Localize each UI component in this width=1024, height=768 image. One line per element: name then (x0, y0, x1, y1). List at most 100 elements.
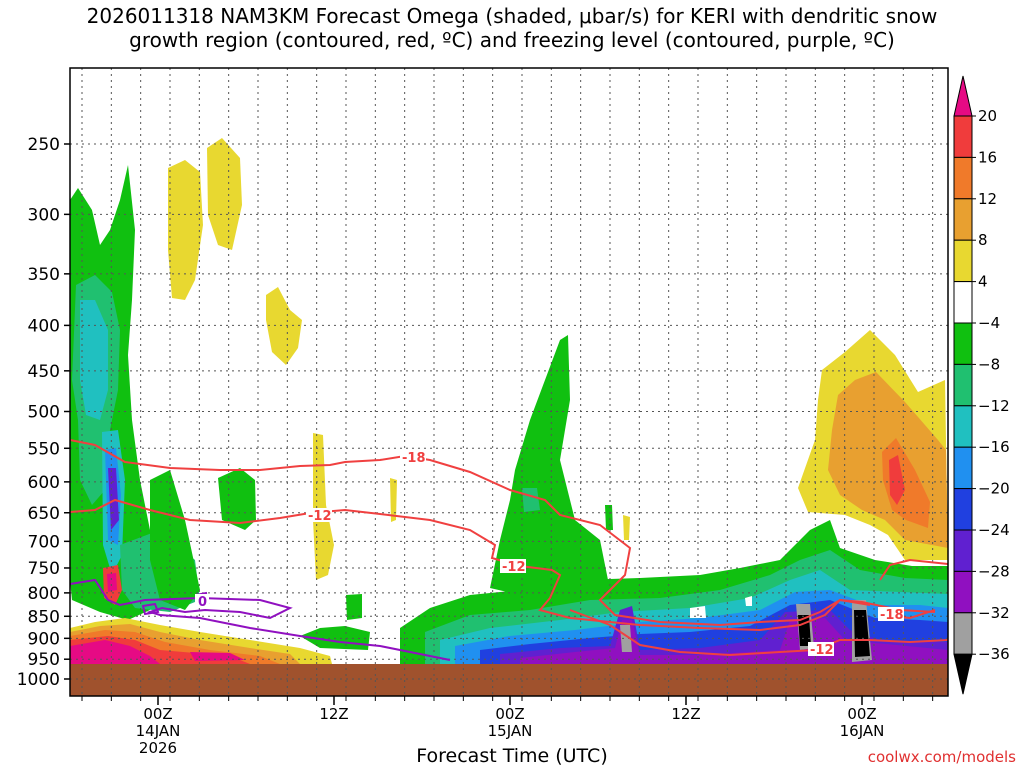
colorbar-swatch (953, 529, 973, 572)
y-tick-label: 950 (28, 650, 60, 670)
colorbar-swatch-bottom (953, 653, 973, 695)
contour-label-red-5: -12 (810, 643, 834, 658)
omega-region-negative-13 (346, 594, 362, 620)
omega-region-negative-12 (522, 488, 540, 512)
contour-label-red-4: -18 (880, 608, 904, 623)
x-tick-label: 12Z (319, 705, 348, 723)
terrain (70, 664, 948, 696)
plot-frame (69, 67, 949, 697)
omega-region-positive-2 (207, 138, 242, 250)
x-axis-title: Forecast Time (UTC) (416, 745, 608, 767)
freezing-level-contour (70, 578, 451, 661)
y-tick-label: 550 (28, 439, 60, 459)
dgz-contour-minus18-upper (70, 439, 936, 627)
y-tick-label: 250 (28, 135, 60, 155)
x-tick-label: 00Z (495, 705, 524, 723)
colorbar-label: −20 (978, 480, 1010, 498)
y-tick-label: 600 (28, 473, 60, 493)
colorbar-swatch (953, 446, 973, 490)
omega-region-negative-6 (108, 468, 119, 530)
x-tick-date: 15JAN (488, 722, 533, 740)
colorbar-swatch (953, 198, 973, 241)
contour-label-red-3: -12 (502, 560, 526, 575)
x-tick-label: 00Z (143, 705, 172, 723)
colorbar-label: −36 (978, 645, 1010, 663)
y-tick-label: 700 (28, 532, 60, 552)
colorbar-label: −28 (978, 562, 1010, 580)
omega-region-negative-10 (490, 335, 608, 600)
colorbar-label: 20 (978, 107, 997, 125)
colorbar-swatch (953, 115, 973, 158)
shaded-omega-field (70, 138, 948, 696)
omega-region-negative-22 (620, 625, 632, 652)
omega-region-negative-11 (605, 505, 613, 530)
colorbar-label: 8 (978, 231, 988, 249)
y-tick-label: 750 (28, 559, 60, 579)
colorbar: 20 16 12 8 4 −4 −8 −12 −16 −20 −24 −28 −32 −36 (953, 75, 1010, 695)
colorbar-swatch (953, 156, 973, 200)
omega-region-positive-4 (313, 433, 334, 580)
colorbar-swatch (953, 488, 973, 531)
contour-label-purple-1: 0 (198, 595, 207, 610)
contour-label-red-1: -18 (402, 451, 426, 466)
y-tick-label: 1000 (17, 670, 60, 690)
credit-text: coolwx.com/models (867, 748, 1016, 766)
y-tick-label: 450 (28, 362, 60, 382)
x-tick-date: 14JAN (136, 722, 181, 740)
y-tick-label: 500 (28, 403, 60, 423)
colorbar-label: −8 (978, 355, 1000, 373)
colorbar-swatch (953, 281, 973, 324)
y-tick-label: 900 (28, 629, 60, 649)
omega-hole-1 (690, 606, 706, 618)
colorbar-swatch (953, 239, 973, 283)
y-tick-label: 350 (28, 265, 60, 285)
x-tick-label: 00Z (847, 705, 876, 723)
colorbar-label: −4 (978, 314, 1000, 332)
omega-region-negative-8 (150, 470, 200, 610)
x-tick-year: 2026 (139, 739, 177, 757)
omega-region-positive-19 (107, 573, 117, 592)
colorbar-swatch (953, 363, 973, 407)
omega-region-positive-3 (266, 287, 302, 365)
omega-region-positive-1 (168, 160, 203, 300)
x-tick-date: 16JAN (840, 722, 885, 740)
omega-region-negative-3 (80, 300, 108, 420)
dgz-contour-minus18-right (879, 558, 948, 581)
colorbar-swatch (953, 570, 973, 614)
colorbar-swatch (953, 405, 973, 448)
y-tick-label: 400 (28, 316, 60, 336)
colorbar-label: −24 (978, 521, 1010, 539)
omega-hole-2 (745, 596, 752, 606)
title-line-2: growth region (contoured, red, ºC) and f… (129, 28, 895, 52)
y-tick-label: 800 (28, 584, 60, 604)
omega-region-negative-9 (218, 468, 256, 530)
colorbar-swatch (953, 612, 973, 655)
omega-region-positive-16 (70, 640, 160, 664)
x-tick-label: 12Z (671, 705, 700, 723)
colorbar-swatch-top (953, 75, 973, 117)
colorbar-label: 12 (978, 190, 997, 208)
y-tick-label: 650 (28, 504, 60, 524)
omega-region-positive-5 (390, 478, 397, 522)
y-tick-label: 300 (28, 205, 60, 225)
freezing-level-contour-loop (141, 602, 160, 616)
dgz-contour-minus12-lower (569, 609, 948, 657)
contours (70, 439, 948, 661)
chart-title: 2026011318 NAM3KM Forecast Omega (shaded… (0, 4, 1024, 52)
colorbar-label: −16 (978, 438, 1010, 456)
omega-region-positive-11 (889, 455, 905, 505)
colorbar-label: −12 (978, 397, 1010, 415)
contour-label-red-2: -12 (308, 509, 332, 524)
title-line-1: 2026011318 NAM3KM Forecast Omega (shaded… (86, 4, 938, 28)
omega-region-positive-6 (623, 515, 630, 540)
colorbar-label: −32 (978, 604, 1010, 622)
contour-labels: -18 -12 -12 -18 -12 0 (195, 450, 904, 658)
colorbar-swatch (953, 322, 973, 365)
colorbar-label: 16 (978, 148, 997, 166)
omega-region-negative-26 (854, 610, 870, 657)
y-tick-label: 850 (28, 607, 60, 627)
y-axis: 2503003504004505005506006507007508008509… (17, 135, 70, 690)
dgz-contour-minus12-upper (70, 498, 871, 632)
